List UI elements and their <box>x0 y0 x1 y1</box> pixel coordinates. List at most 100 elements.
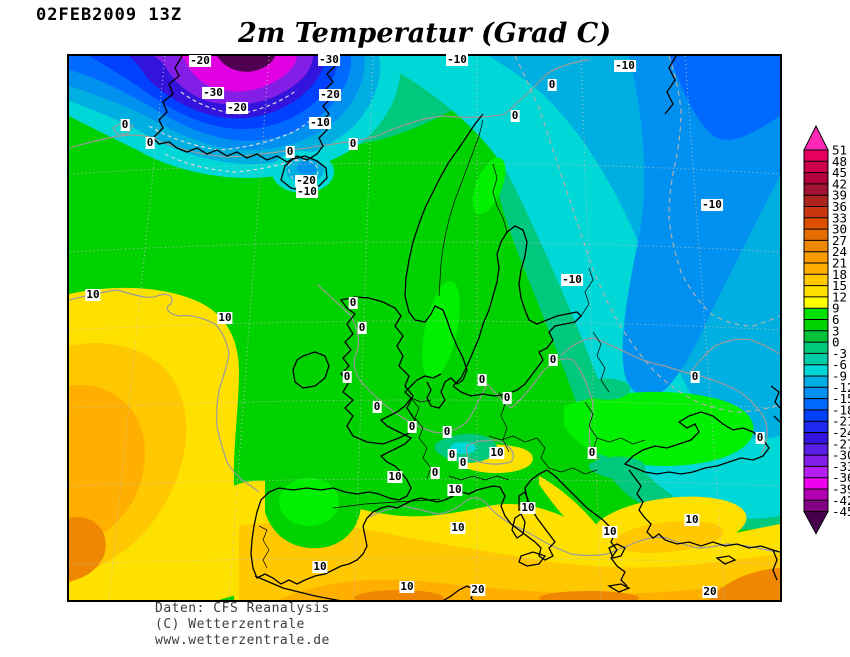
colorbar-arrow-bottom <box>803 511 829 535</box>
colorbar-tick-label: 3 <box>832 323 840 338</box>
contour-label: -10 <box>614 59 636 72</box>
attribution-data-source: Daten: CFS Reanalysis <box>155 601 330 616</box>
colorbar-tick-label: -6 <box>832 357 847 372</box>
colorbar-band <box>804 319 828 332</box>
colorbar-band <box>804 376 828 388</box>
colorbar-band <box>804 296 828 309</box>
colorbar-band <box>804 330 828 343</box>
contour-label: 0 <box>510 109 520 122</box>
colorbar-tick-label: -27 <box>832 436 850 451</box>
colorbar-band <box>804 387 828 400</box>
colorbar-tick-label: -42 <box>832 493 850 508</box>
contour-label: 0 <box>348 296 358 309</box>
colorbar-tick-label: 48 <box>832 154 847 169</box>
country-borders <box>258 119 646 569</box>
colorbar-tick-label: 12 <box>832 289 847 304</box>
contour-label: 0 <box>348 137 358 150</box>
contour-lines <box>69 56 780 557</box>
colorbar-band <box>804 274 828 287</box>
colorbar-tick-label: -45 <box>832 504 850 519</box>
contour-label: 0 <box>502 391 512 404</box>
colorbar-band <box>804 240 828 253</box>
contour-label: 10 <box>312 560 328 573</box>
colorbar-band <box>804 443 828 456</box>
contour-label: -10 <box>701 198 723 211</box>
contour-label: 0 <box>548 353 558 366</box>
coastlines <box>152 56 780 600</box>
contour-label: -10 <box>446 53 468 66</box>
contour-label: -30 <box>318 53 340 66</box>
contour-label: 0 <box>357 321 367 334</box>
contour-label: 10 <box>489 446 505 459</box>
colorbar-band <box>804 308 828 321</box>
colorbar-band <box>804 183 828 196</box>
contour-label: 0 <box>458 456 468 469</box>
colorbar-tick-label: -15 <box>832 391 850 406</box>
contour-label: 0 <box>342 370 352 383</box>
colorbar-band <box>804 206 828 219</box>
colorbar-tick-label: 39 <box>832 188 847 203</box>
contour-label: -20 <box>226 101 248 114</box>
colorbar-band <box>804 353 828 366</box>
colorbar-tick-label: -3 <box>832 346 847 361</box>
contour-label-layer: -20 -30 -30 -20 -20 -10 0 0 0 0 -20 -10 -10 -10 0 0 -10-… <box>69 53 780 600</box>
colorbar-tick-label: 0 <box>832 335 840 350</box>
contour-label: 0 <box>690 370 700 383</box>
colorbar-tick-label: 24 <box>832 244 847 259</box>
contour-label: 0 <box>447 448 457 461</box>
contour-label: 0 <box>442 425 452 438</box>
colorbar-tick-label: 21 <box>832 256 847 271</box>
contour-label: 10 <box>450 521 466 534</box>
colorbar-tick-label: 18 <box>832 267 847 282</box>
contour-label: 20 <box>702 585 718 598</box>
contour-label: 0 <box>120 118 130 131</box>
contour-label: 0 <box>587 446 597 459</box>
colorbar-tick-label: -9 <box>832 369 847 384</box>
contour-label: -10 <box>561 273 583 286</box>
contour-label: 10 <box>684 513 700 526</box>
contour-label: 0 <box>145 136 155 149</box>
contour-label: -20 <box>189 54 211 67</box>
colorbar-tick-label: -36 <box>832 470 850 485</box>
page-title: 2m Temperatur (Grad C) <box>237 18 612 49</box>
contour-label: -20 <box>319 88 341 101</box>
colorbar-band <box>804 285 828 298</box>
colorbar-tick-label: -18 <box>832 402 850 417</box>
colorbar-band <box>804 500 828 513</box>
colorbar-band <box>804 364 828 377</box>
temperature-map: -20 -30 -30 -20 -20 -10 0 0 0 0 -20 -10 -10 -10 0 0 -10-… <box>67 54 782 602</box>
colorbar-arrow-top <box>803 124 829 151</box>
temperature-field-svg <box>69 56 780 600</box>
colorbar-band <box>804 161 828 174</box>
temperature-shading <box>69 56 780 600</box>
colorbar-band <box>804 489 828 501</box>
colorbar-band <box>804 195 828 208</box>
attribution: Daten: CFS Reanalysis (C) Wetterzentrale… <box>155 601 330 649</box>
contour-label: 0 <box>430 466 440 479</box>
colorbar-tick-label: 36 <box>832 199 847 214</box>
attribution-url: www.wetterzentrale.de <box>155 633 330 648</box>
colorbar-band <box>804 251 828 264</box>
colorbar-tick-label: 45 <box>832 165 847 180</box>
colorbar-tick-label: -12 <box>832 380 850 395</box>
colorbar-band <box>804 217 828 230</box>
colorbar-band <box>804 150 828 162</box>
contour-label: 0 <box>407 420 417 433</box>
colorbar-tick-label: 15 <box>832 278 847 293</box>
colorbar-tick-label: 6 <box>832 312 840 327</box>
colorbar-tick-label: 51 <box>832 143 847 158</box>
contour-label: 10 <box>85 288 101 301</box>
colorbar-band <box>804 477 828 490</box>
colorbar-band <box>804 398 828 411</box>
colorbar-band <box>804 229 828 241</box>
contour-label: 10 <box>520 501 536 514</box>
colorbar-tick-label: -30 <box>832 448 850 463</box>
contour-label: 10 <box>217 311 233 324</box>
colorbar-tick-label: 9 <box>832 301 840 316</box>
contour-label: 0 <box>477 373 487 386</box>
colorbar-tick-label: 42 <box>832 176 847 191</box>
contour-label: 0 <box>372 400 382 413</box>
colorbar-band <box>804 172 828 185</box>
colorbar-tick-label: -24 <box>832 425 850 440</box>
